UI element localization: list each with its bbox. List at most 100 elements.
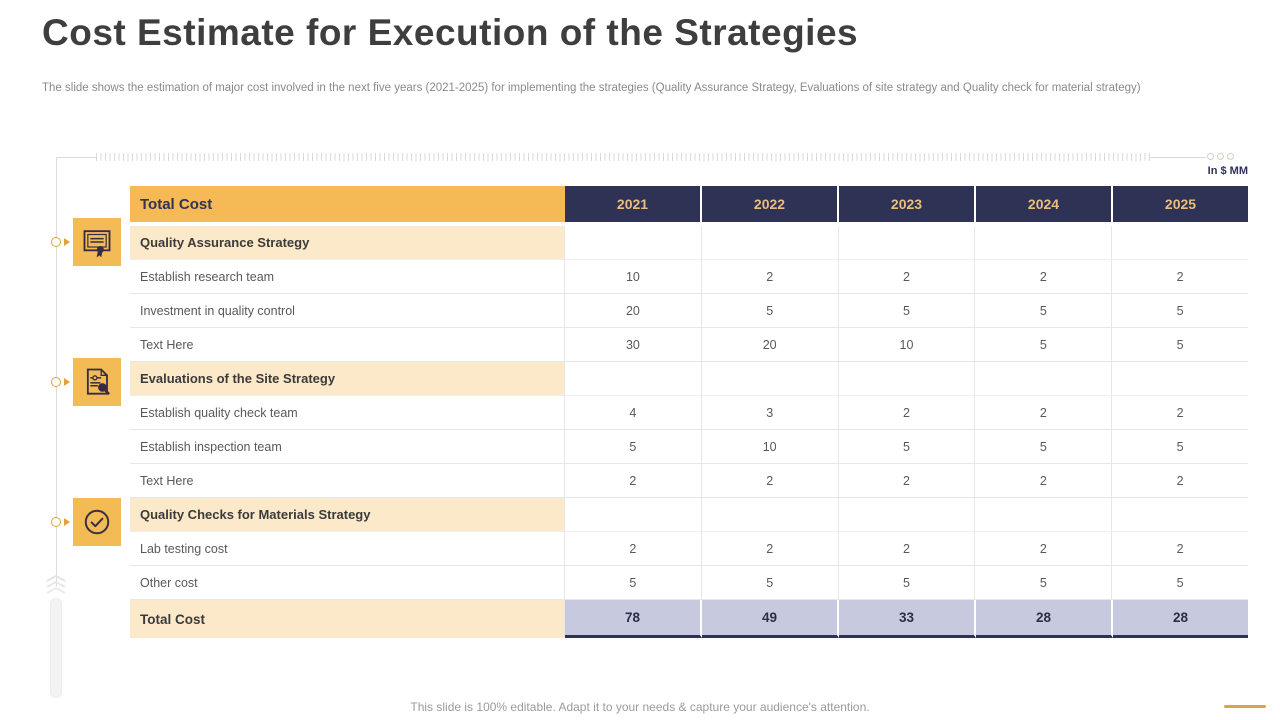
table-row: Investment in quality control 20 5 5 5 5 xyxy=(130,294,1248,328)
section-title-cell: Evaluations of the Site Strategy xyxy=(130,362,565,395)
timeline-marker-arrow-icon xyxy=(64,238,70,246)
timeline-marker-circle xyxy=(51,237,61,247)
row-value-cell: 10 xyxy=(565,260,702,293)
row-value-cell: 5 xyxy=(975,328,1113,361)
row-label-cell: Establish quality check team xyxy=(130,396,565,429)
row-value-cell: 5 xyxy=(565,430,702,463)
total-value-cell: 33 xyxy=(839,600,976,638)
total-row: Total Cost 78 49 33 28 28 xyxy=(130,600,1248,638)
timeline-connector-line xyxy=(56,157,96,158)
timeline-end-dot xyxy=(1207,153,1214,160)
row-value-cell: 2 xyxy=(839,532,976,565)
timeline-vertical-line xyxy=(56,157,57,586)
row-value-cell: 2 xyxy=(565,532,702,565)
row-label-cell: Establish research team xyxy=(130,260,565,293)
total-value-cell: 49 xyxy=(702,600,839,638)
row-value-cell: 2 xyxy=(565,464,702,497)
section-title-cell: Quality Checks for Materials Strategy xyxy=(130,498,565,531)
row-value-cell: 5 xyxy=(975,294,1113,327)
section-empty-cell xyxy=(565,226,702,259)
row-value-cell: 5 xyxy=(839,566,976,599)
row-value-cell: 5 xyxy=(702,294,839,327)
row-value-cell: 10 xyxy=(839,328,976,361)
scroll-bar-decoration xyxy=(50,598,62,698)
row-value-cell: 5 xyxy=(975,430,1113,463)
table-row: Establish inspection team 5 10 5 5 5 xyxy=(130,430,1248,464)
section-header-row: Evaluations of the Site Strategy xyxy=(130,362,1248,396)
table-row: Other cost 5 5 5 5 5 xyxy=(130,566,1248,600)
section-header-row: Quality Assurance Strategy xyxy=(130,226,1248,260)
row-value-cell: 2 xyxy=(702,532,839,565)
section-empty-cell xyxy=(975,498,1113,531)
section-empty-cell xyxy=(702,362,839,395)
header-year-cell: 2022 xyxy=(702,186,839,222)
section-empty-cell xyxy=(1112,226,1248,259)
table-row: Establish research team 10 2 2 2 2 xyxy=(130,260,1248,294)
row-value-cell: 5 xyxy=(1176,439,1184,454)
cost-table: Total Cost 2021 2022 2023 2024 2025 Quality As… xyxy=(130,186,1248,638)
row-value-cell: 20 xyxy=(702,328,839,361)
row-value-cell: 2 xyxy=(839,260,976,293)
timeline-marker-arrow-icon xyxy=(64,378,70,386)
row-value-cell: 2 xyxy=(702,464,839,497)
section-empty-cell xyxy=(839,498,976,531)
row-value-cell: 30 xyxy=(565,328,702,361)
section-empty-cell xyxy=(975,226,1113,259)
table-row: Establish quality check team 4 3 2 2 2 xyxy=(130,396,1248,430)
total-value-cell: 28 xyxy=(976,600,1113,638)
header-year-cell: 2021 xyxy=(565,186,702,222)
section-empty-cell xyxy=(975,362,1113,395)
row-value-cell: 2 xyxy=(1176,541,1184,556)
section-empty-cell xyxy=(839,362,976,395)
header-year-cell: 2024 xyxy=(976,186,1113,222)
row-value-cell: 2 xyxy=(1176,269,1184,284)
header-total-cost-cell: Total Cost xyxy=(130,186,565,222)
section-empty-cell xyxy=(1112,498,1248,531)
section-empty-cell xyxy=(1112,362,1248,395)
row-value-cell: 5 xyxy=(1176,337,1184,352)
row-label-cell: Establish inspection team xyxy=(130,430,565,463)
row-value-cell: 2 xyxy=(839,396,976,429)
section-header-row: Quality Checks for Materials Strategy xyxy=(130,498,1248,532)
footer-note: This slide is 100% editable. Adapt it to… xyxy=(410,700,870,714)
row-value-cell: 2 xyxy=(1176,473,1184,488)
row-value-cell: 2 xyxy=(702,260,839,293)
accent-line xyxy=(1224,705,1266,708)
row-label-cell: Other cost xyxy=(130,566,565,599)
check-circle-icon xyxy=(73,498,121,546)
row-value-cell: 10 xyxy=(702,430,839,463)
row-value-cell: 5 xyxy=(1176,575,1184,590)
section-empty-cell xyxy=(565,362,702,395)
row-value-cell: 5 xyxy=(975,566,1113,599)
document-search-icon xyxy=(73,358,121,406)
timeline-marker-circle xyxy=(51,517,61,527)
section-title-cell: Quality Assurance Strategy xyxy=(130,226,565,259)
row-value-cell: 5 xyxy=(702,566,839,599)
row-value-cell: 2 xyxy=(975,260,1113,293)
total-value-cell: 28 xyxy=(1113,600,1248,638)
row-value-cell: 2 xyxy=(975,396,1113,429)
row-label-cell: Lab testing cost xyxy=(130,532,565,565)
section-empty-cell xyxy=(565,498,702,531)
section-empty-cell xyxy=(839,226,976,259)
slide-subtitle: The slide shows the estimation of major … xyxy=(42,82,1141,94)
total-label-cell: Total Cost xyxy=(130,600,565,638)
row-value-cell: 2 xyxy=(1176,405,1184,420)
table-row: Text Here 2 2 2 2 2 xyxy=(130,464,1248,498)
row-label-cell: Text Here xyxy=(130,328,565,361)
section-empty-cell xyxy=(702,226,839,259)
table-row: Text Here 30 20 10 5 5 xyxy=(130,328,1248,362)
row-value-cell: 2 xyxy=(839,464,976,497)
timeline-marker-circle xyxy=(51,377,61,387)
row-value-cell: 20 xyxy=(565,294,702,327)
row-value-cell: 5 xyxy=(565,566,702,599)
timeline-tail-line xyxy=(1150,157,1206,158)
units-label: In $ MM xyxy=(1207,165,1248,177)
row-label-cell: Investment in quality control xyxy=(130,294,565,327)
row-value-cell: 5 xyxy=(1176,303,1184,318)
header-year-cell: 2023 xyxy=(839,186,976,222)
row-label-cell: Text Here xyxy=(130,464,565,497)
certificate-icon xyxy=(73,218,121,266)
section-empty-cell xyxy=(702,498,839,531)
timeline-end-dot xyxy=(1227,153,1234,160)
